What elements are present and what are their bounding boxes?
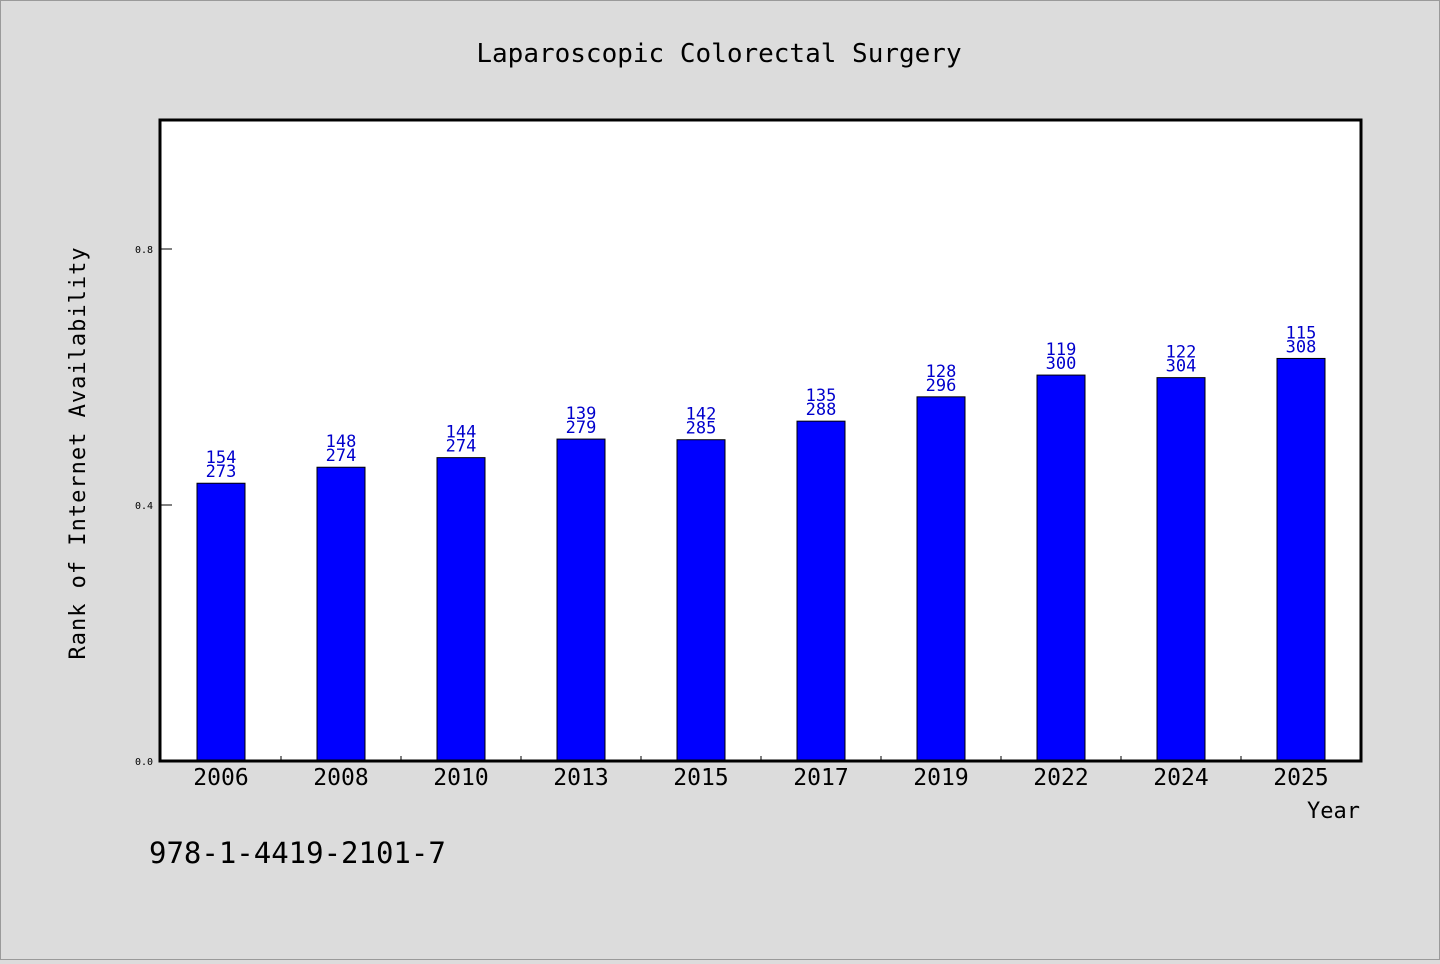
- y-axis-label: Rank of Internet Availability: [66, 246, 91, 659]
- bar-2024: [1156, 377, 1206, 762]
- bar-2019: [916, 396, 966, 762]
- x-tick-label-2010: 2010: [433, 765, 488, 791]
- data-label-top-2006: 154: [206, 448, 237, 468]
- bar-2010: [436, 457, 486, 762]
- x-tick-label-2008: 2008: [313, 765, 368, 791]
- x-tick-label-2006: 2006: [193, 765, 248, 791]
- data-labels-group: 1542731482741442741392791422851352881282…: [206, 323, 1317, 482]
- data-label-top-2019: 128: [926, 362, 957, 382]
- x-tick-label-2025: 2025: [1273, 765, 1328, 791]
- data-label-top-2015: 142: [686, 405, 717, 425]
- bars-group: [196, 357, 1326, 762]
- data-label-bottom-2017: 288: [806, 400, 837, 420]
- data-label-top-2010: 144: [446, 423, 477, 443]
- y-tick-label: 0.4: [135, 501, 153, 512]
- bar-2025: [1276, 357, 1326, 762]
- data-label-top-2008: 148: [326, 432, 357, 452]
- bar-2013: [556, 438, 606, 762]
- y-axis: 0.0 0.4 0.8: [135, 245, 172, 768]
- x-tick-label-2015: 2015: [673, 765, 728, 791]
- y-tick-label: 0.8: [135, 245, 153, 256]
- data-label-bottom-2025: 308: [1286, 337, 1317, 357]
- data-label-top-2017: 135: [806, 386, 837, 406]
- bar-2008: [316, 466, 366, 762]
- data-label-top-2013: 139: [566, 404, 597, 424]
- data-label-bottom-2024: 304: [1166, 357, 1197, 377]
- data-label-bottom-2006: 273: [206, 462, 237, 482]
- x-tick-label-2022: 2022: [1033, 765, 1088, 791]
- data-label-bottom-2010: 274: [446, 437, 477, 457]
- x-axis-label: Year: [1307, 799, 1360, 824]
- data-label-bottom-2019: 296: [926, 376, 957, 396]
- bar-2022: [1036, 374, 1086, 762]
- data-label-top-2024: 122: [1166, 343, 1197, 363]
- bar-2006: [196, 482, 246, 762]
- x-tick-label-2017: 2017: [793, 765, 848, 791]
- x-tick-label-2024: 2024: [1153, 765, 1208, 791]
- x-tick-label-2013: 2013: [553, 765, 608, 791]
- y-tick-label: 0.0: [135, 757, 153, 768]
- footer-identifier: 978-1-4419-2101-7: [149, 836, 446, 870]
- data-label-bottom-2015: 285: [686, 419, 717, 439]
- data-label-bottom-2013: 279: [566, 418, 597, 438]
- data-label-top-2025: 115: [1286, 323, 1317, 343]
- data-label-bottom-2022: 300: [1046, 354, 1077, 374]
- bar-2015: [676, 439, 726, 762]
- data-label-top-2022: 119: [1046, 340, 1077, 360]
- chart-title: Laparoscopic Colorectal Surgery: [476, 39, 961, 69]
- x-tick-label-2019: 2019: [913, 765, 968, 791]
- x-axis: 2006 2008 2010 2013 2015 2017 2019 2022 2024 2025: [193, 756, 1329, 791]
- bar-2017: [796, 420, 846, 762]
- data-label-bottom-2008: 274: [326, 446, 357, 466]
